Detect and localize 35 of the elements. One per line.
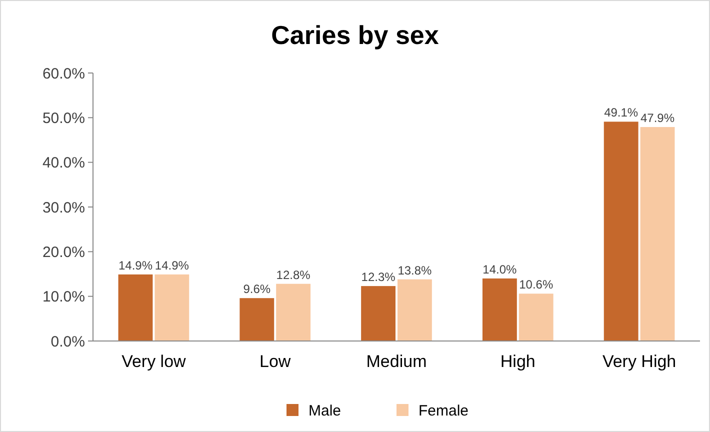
data-label: 14.9%	[154, 258, 190, 272]
y-tick-label: 40.0%	[42, 154, 85, 172]
chart-title: Caries by sex	[271, 20, 440, 50]
x-tick-label: Very High	[602, 352, 676, 371]
data-label: 13.8%	[398, 263, 432, 278]
x-tick-label: Medium	[366, 352, 427, 371]
x-tick-label: Low	[260, 352, 292, 371]
bar	[398, 279, 432, 341]
legend-label: Male	[308, 402, 342, 420]
bar	[240, 298, 274, 341]
legend-label: Female	[418, 402, 469, 420]
y-tick-label: 50.0%	[42, 110, 85, 127]
data-label: 12.8%	[276, 268, 311, 282]
x-tick-label: High	[500, 352, 536, 371]
data-label: 14.0%	[482, 262, 518, 276]
x-tick-label: Very low	[122, 352, 187, 371]
data-label: 14.9%	[118, 258, 153, 272]
data-label: 12.3%	[361, 270, 396, 284]
y-tick-label: 30.0%	[42, 199, 85, 216]
y-tick-label: 60.0%	[42, 65, 85, 82]
bar	[518, 294, 554, 341]
bar	[118, 274, 153, 341]
bar	[276, 284, 311, 341]
y-tick-label: 10.0%	[42, 288, 85, 306]
data-label: 9.6%	[243, 282, 271, 296]
data-label: 10.6%	[519, 278, 554, 292]
bar	[640, 127, 675, 341]
data-label: 47.9%	[640, 111, 675, 126]
bar	[482, 278, 517, 341]
bar	[154, 274, 190, 341]
y-tick-label: 0.0%	[50, 333, 85, 350]
data-label: 49.1%	[604, 106, 638, 120]
bar	[604, 122, 638, 341]
bar	[361, 286, 396, 341]
y-tick-label: 20.0%	[42, 244, 85, 261]
